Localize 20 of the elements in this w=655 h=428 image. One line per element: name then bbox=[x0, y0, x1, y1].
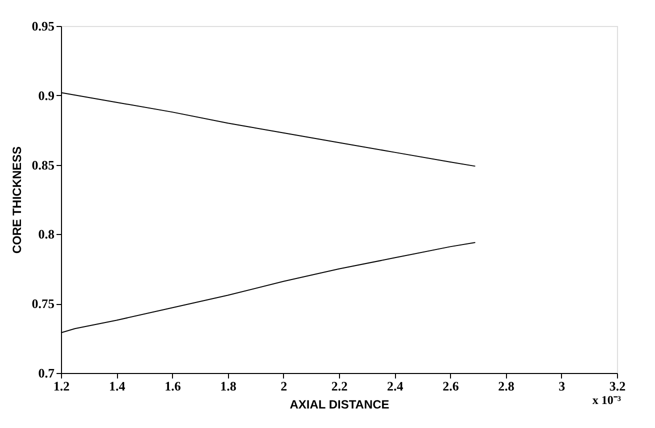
x-tick-label: 1.2 bbox=[53, 378, 70, 394]
x-tick-label: 2.8 bbox=[498, 378, 515, 394]
x-tick-label: 3.2 bbox=[609, 378, 626, 394]
y-tick-label: 0.95 bbox=[32, 18, 55, 34]
y-tick-label: 0.9 bbox=[38, 88, 55, 103]
text: x 10⁻³ bbox=[592, 393, 622, 407]
y-tick-label: 0.75 bbox=[32, 296, 55, 312]
x-tick-label: 1.4 bbox=[108, 378, 126, 394]
x-tick-label: 2 bbox=[280, 378, 288, 394]
x-tick-label: 3 bbox=[558, 378, 566, 394]
x-tick-label: 1.6 bbox=[164, 378, 182, 394]
x-tick-label: 2.4 bbox=[386, 378, 404, 394]
y-tick-label: 0.7 bbox=[38, 366, 55, 380]
x-tick-label: 2.6 bbox=[442, 378, 460, 394]
y-tick-label: 0.8 bbox=[38, 226, 55, 242]
y-tick-label: 0.85 bbox=[32, 157, 55, 172]
x-tick-label: 1.8 bbox=[220, 378, 237, 394]
y-axis-title: CORE THICKNESS bbox=[10, 146, 24, 254]
x-axis-title: AXIAL DISTANCE bbox=[290, 398, 390, 412]
x-tick-label: 2.2 bbox=[331, 378, 348, 394]
